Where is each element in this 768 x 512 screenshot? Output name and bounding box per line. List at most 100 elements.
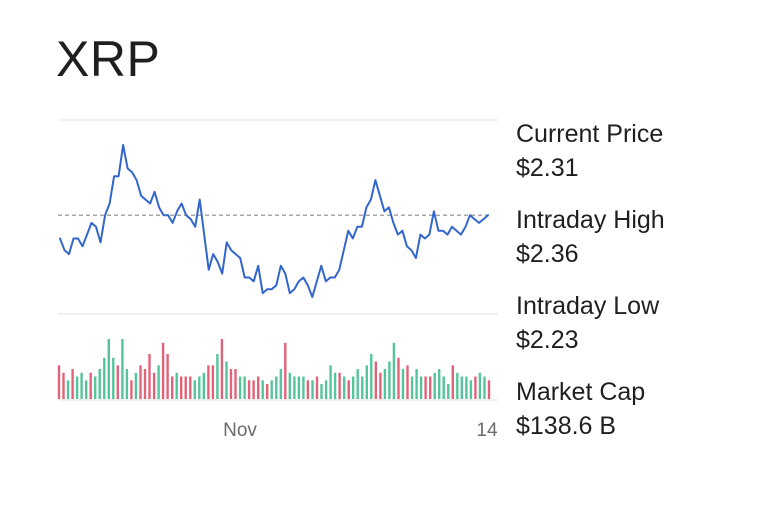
stat-value: $2.36 (516, 240, 579, 268)
volume-bar (329, 365, 332, 400)
volume-bar (257, 376, 260, 399)
volume-bar (107, 339, 110, 399)
stat-value: $138.6 B (516, 412, 617, 440)
volume-bar (374, 361, 377, 399)
volume-bar (229, 369, 233, 399)
volume-bar (284, 342, 287, 400)
volume-bar (401, 369, 405, 399)
volume-bar (80, 372, 83, 400)
volume-bar (447, 384, 450, 399)
stat-value: $2.23 (516, 326, 579, 354)
volume-bar (243, 376, 246, 399)
volume-bar (66, 380, 70, 400)
x-tick-label-14: 14 (476, 420, 498, 441)
volume-bar (415, 369, 418, 399)
volume-bar (352, 376, 355, 399)
volume-bar (370, 354, 373, 399)
volume-bar (202, 372, 205, 400)
volume-bar (116, 365, 119, 400)
stats-panel: Current Price $2.31 Intraday High $2.36 … (516, 118, 756, 462)
volume-bar (143, 369, 147, 399)
volume-bar (320, 384, 323, 399)
volume-bar (152, 372, 156, 400)
volume-bar (193, 380, 196, 400)
volume-bar (62, 372, 65, 400)
stat-intraday-low: Intraday Low $2.23 (516, 290, 756, 358)
volume-bar (456, 372, 459, 400)
asset-title: XRP (56, 31, 161, 87)
volume-bar (139, 365, 142, 400)
volume-bar (184, 376, 187, 399)
volume-bar (112, 357, 115, 400)
stat-label: Intraday Low (516, 292, 660, 320)
volume-bar (297, 376, 301, 399)
price-line-series (59, 144, 489, 298)
volume-bar (311, 380, 314, 400)
volume-bar (361, 376, 364, 399)
volume-bar (315, 376, 319, 399)
volume-bar (157, 365, 160, 400)
volume-bar (71, 369, 74, 399)
stat-label: Market Cap (516, 378, 646, 406)
volume-bar (288, 372, 291, 400)
stat-label: Current Price (516, 120, 664, 148)
volume-bar (98, 369, 101, 399)
stat-label: Intraday High (516, 206, 665, 234)
volume-bar (302, 376, 305, 399)
volume-bar (130, 380, 133, 400)
stat-current-price: Current Price $2.31 (516, 118, 756, 186)
volume-bars (57, 339, 491, 400)
x-tick-label-nov: Nov (223, 420, 257, 441)
volume-bar (220, 339, 224, 399)
volume-bar (442, 376, 445, 399)
volume-bar (216, 354, 219, 399)
stat-market-cap: Market Cap $138.6 B (516, 376, 756, 444)
volume-bar (410, 376, 414, 399)
volume-bar (469, 380, 473, 400)
volume-bar (419, 376, 423, 399)
volume-bar (266, 384, 269, 399)
volume-bar (383, 369, 387, 399)
volume-bar (406, 365, 409, 400)
volume-bar (465, 376, 468, 399)
volume-bar (175, 372, 178, 400)
volume-bar (252, 380, 255, 400)
volume-bar (356, 369, 359, 399)
volume-bar (261, 380, 264, 400)
volume-bar (57, 365, 61, 400)
volume-bar (275, 376, 278, 399)
volume-bar (198, 376, 201, 399)
volume-bar (134, 372, 138, 400)
volume-bar (103, 357, 106, 400)
volume-bar (474, 376, 477, 399)
volume-bar (161, 342, 165, 400)
volume-bar (433, 372, 436, 400)
volume-bar (293, 376, 296, 399)
volume-bar (483, 376, 486, 399)
volume-bar (234, 369, 237, 399)
volume-bar (125, 369, 129, 399)
volume-bar (487, 380, 491, 400)
volume-bar (392, 342, 396, 400)
volume-bar (379, 372, 382, 400)
volume-bar (225, 361, 228, 399)
volume-bar (166, 354, 169, 399)
volume-bar (347, 380, 350, 400)
volume-bar (429, 376, 432, 399)
volume-bar (438, 369, 441, 399)
volume-bar (211, 365, 215, 400)
volume-bar (279, 369, 282, 399)
stat-intraday-high: Intraday High $2.36 (516, 204, 756, 272)
volume-bar (324, 380, 328, 400)
volume-bar (85, 380, 88, 400)
volume-bar (121, 339, 124, 399)
volume-bar (424, 376, 427, 399)
stat-value: $2.31 (516, 154, 579, 182)
volume-bar (270, 380, 273, 400)
volume-bar (478, 372, 482, 400)
volume-bar (460, 376, 463, 399)
volume-bar (94, 376, 97, 399)
volume-bar (451, 365, 454, 400)
volume-bar (171, 376, 174, 399)
